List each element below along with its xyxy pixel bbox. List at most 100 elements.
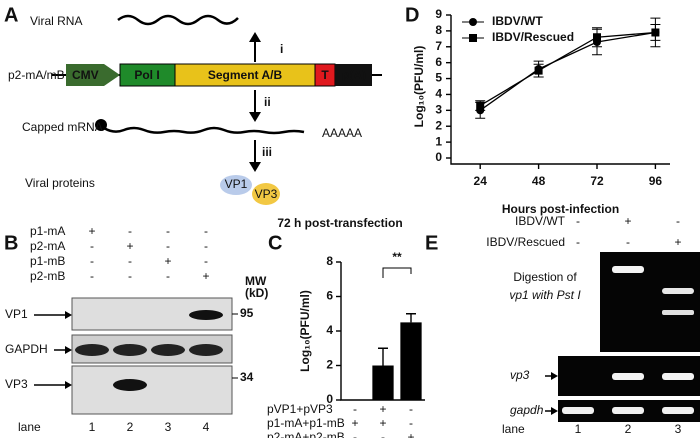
panel-label: A [4,4,18,26]
y-tick-label: 8 [326,254,333,268]
y-tick-label: 8 [435,23,442,37]
y-tick-label: 6 [326,289,333,303]
legend-label: IBDV/WT [492,14,543,28]
protein-label: VP1 [225,177,248,191]
y-tick-label: 4 [326,323,333,337]
legend-marker [469,18,477,26]
band [612,266,644,273]
band [662,310,694,315]
step-label: i [280,42,283,56]
mark: + [164,254,171,268]
mark: - [381,430,385,438]
band [75,344,109,356]
protein [220,175,252,195]
band [662,373,694,380]
polya-signal [335,64,372,86]
lane-number: 4 [203,420,210,434]
band [562,407,594,414]
panel-label: C [268,232,282,254]
y-tick-label: 0 [326,392,333,406]
blot-label: VP3 [5,377,28,391]
y-tick-label: 9 [435,7,442,21]
arrow-head [65,381,72,389]
construct-label: p1-mA [30,224,65,238]
y-tick-label: 2 [326,358,333,372]
point [651,28,660,37]
gel-label: vp1 with Pst I [509,288,581,302]
x-tick-label: 48 [532,174,546,188]
y-tick-label: 1 [435,134,442,148]
band [189,344,223,356]
mark: - [166,239,170,253]
mark: - [90,239,94,253]
error-bar [378,347,388,366]
series-line [479,31,656,107]
mark: - [409,402,413,416]
cmv-promoter [66,64,120,86]
bar [372,365,394,400]
label: AAAAA [322,126,362,140]
lane-number: 2 [625,422,632,436]
point [534,66,543,75]
mark: + [126,239,133,253]
lane-number: 1 [89,420,96,434]
y-tick-label: 2 [435,118,442,132]
mark: - [90,254,94,268]
mark: + [351,416,358,430]
blot-label: VP1 [5,307,28,321]
mw-label: (kD) [245,286,268,300]
legend-marker [469,34,477,42]
element-label: p(A) [342,68,366,82]
mark: - [166,269,170,283]
construct-label: p2-mA [30,239,65,253]
mark: + [407,430,414,438]
significance-bracket [382,267,412,278]
mark: - [128,224,132,238]
mark: + [379,402,386,416]
mark: - [409,416,413,430]
element-label: CMV [72,68,99,82]
label: Capped mRNA [22,120,103,134]
lane-label: lane [18,420,41,434]
mark: - [676,214,680,228]
panel-label: D [405,4,419,26]
condition-label: IBDV/WT [515,214,566,228]
construct-label: p2-mB [30,269,65,283]
mw-label: MW [245,274,267,288]
blot [71,365,233,415]
mark: - [626,235,630,249]
point [476,101,485,110]
band [113,344,147,356]
arrow-head [551,407,558,415]
step-label: ii [264,95,271,109]
x-axis-label: Hours post-infection [502,202,619,216]
band [612,407,644,414]
gene-label: gapdh [510,403,544,417]
x-tick-label: 96 [649,174,663,188]
y-tick-label: 5 [435,71,442,85]
mark: - [353,430,357,438]
condition-label: p1-mA+p1-mB [267,416,345,430]
mark: + [88,224,95,238]
series-line [479,31,656,111]
lane-label: lane [502,422,525,436]
band [189,310,223,320]
point [593,33,601,42]
mw-marker: 95 [240,306,254,320]
construct-label: p1-mB [30,254,65,268]
condition-label: IBDV/Rescued [486,235,565,249]
mark: - [576,214,580,228]
y-tick-label: 7 [435,39,442,53]
mark: - [576,235,580,249]
band [662,407,694,414]
lane-number: 2 [127,420,134,434]
arrow-head [249,112,261,122]
error-bar [406,313,416,323]
mrna-wave [103,126,305,135]
label: Viral proteins [25,176,95,190]
mark: - [353,402,357,416]
arrow-head [249,162,261,172]
lane-number: 3 [165,420,172,434]
mark: - [90,269,94,283]
y-tick-label: 4 [435,87,442,101]
